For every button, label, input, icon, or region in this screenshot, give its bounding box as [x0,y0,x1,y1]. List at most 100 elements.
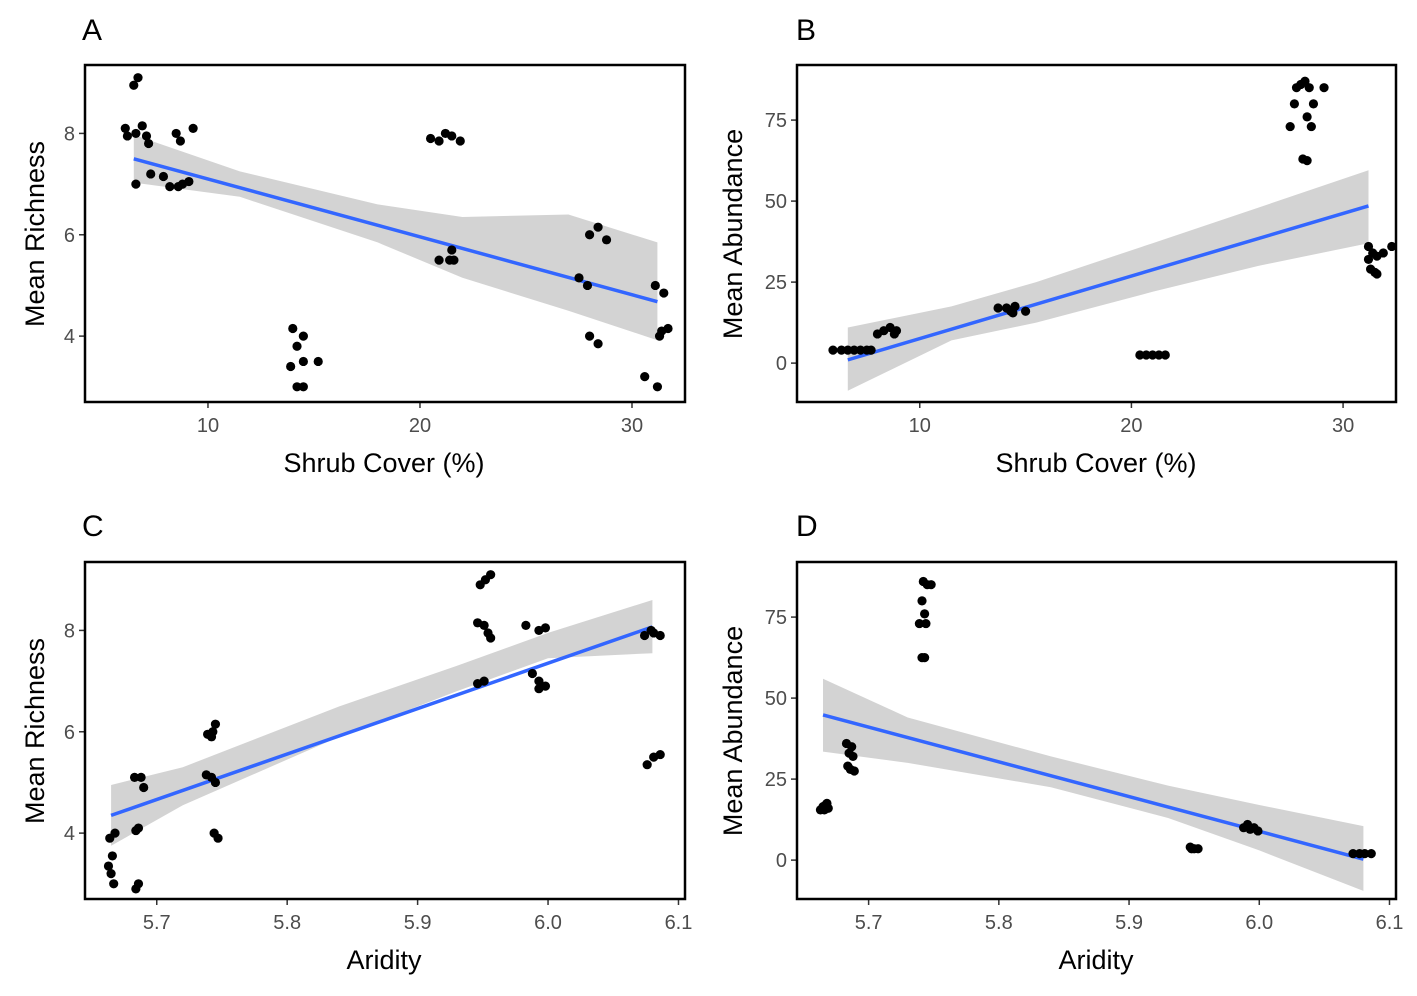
panel-a-data-point [434,255,444,265]
panel-b-data-point [836,345,847,355]
panel-a-regression-line [133,157,658,304]
panel-a-x-tick-label: 10 [197,415,219,437]
panel-c-data-point [139,782,149,793]
panel-b-data-point [828,345,838,355]
panel-c-y-tick-label: 8 [64,620,75,642]
panel-a-data-point [292,341,302,351]
panel-d: D 5.7 5.8 5.9 6.0 6.1 0 25 50 75 Aridity Mean Ab… [718,510,1403,975]
panel-b-data-point [855,345,866,355]
panel-a-data-point [131,179,141,189]
panel-b-data-point [1363,254,1374,265]
panel-a-letter: A [82,14,102,47]
panel-b-data-point [1304,83,1314,93]
panel-c-data-point [534,676,544,686]
panel-c-data-point [133,823,144,833]
panel-a-data-point [313,356,323,367]
panel-a-y-tick-label: 8 [64,123,75,145]
panel-a-data-point [144,138,154,149]
panel-c: C 5.7 5.8 5.9 6.0 6.1 4 6 8 Aridity Mean Richne… [20,510,692,975]
panel-d-data-point [1348,849,1358,859]
panel-b-data-point [1372,269,1382,279]
panel-a-data-point [593,222,603,232]
panel-c-data-point [136,772,146,782]
panel-c-data-point [642,760,652,770]
panel-a-data-point [652,382,663,392]
panel-a-data-point [120,123,130,133]
panel-a-data-point [447,131,457,141]
panel-a-plot-area: 10 20 30 4 6 8 [64,63,687,437]
panel-a-data-point [574,273,584,283]
panel-d-confidence-band [823,678,1364,891]
panel-b-data-point [849,345,859,355]
panel-c-data-point [527,668,537,679]
panel-d-x-tick-label: 5.9 [1115,912,1143,934]
panel-b-y-tick-label: 0 [776,353,787,375]
panel-b-data-point [1387,241,1397,252]
panel-a-data-point [137,121,147,131]
panel-b-data-point [1285,121,1295,132]
panel-a-data-point [584,331,595,341]
panel-a-frame [83,63,687,404]
panel-b-letter: B [796,14,816,47]
panel-d-data-point [917,596,927,606]
panel-b-data-point [889,329,899,339]
panel-a: A 10 20 30 4 6 8 Shrub Cover (%) Mean Richnes… [20,14,687,478]
panel-d-data-point [1186,844,1197,854]
panel-b-x-tick-label: 10 [909,415,931,437]
panel-a-data-point [131,128,141,139]
panel-c-data-point [210,777,221,788]
panel-a-data-point [447,245,457,255]
panel-c-frame [83,560,687,901]
panel-d-y-axis-title: Mean Abundance [718,626,748,836]
panel-a-data-point [593,339,603,349]
panel-b-y-axis-title: Mean Abundance [718,129,748,339]
panel-b-data-point [1308,99,1319,109]
panel-b-y-tick-label: 25 [765,272,787,294]
panel-c-data-point [110,828,120,838]
panel-b-data-point [1147,350,1158,360]
panel-a-data-point [650,280,660,291]
panel-a-data-point [601,235,612,245]
panel-c-data-point [655,749,665,760]
panel-a-data-point [133,73,143,83]
panel-a-data-point [582,280,593,291]
panel-d-data-point [822,798,832,809]
panel-a-data-point [455,136,465,146]
panel-a-data-point [286,361,296,372]
panel-c-data-point [106,869,116,879]
panel-c-plot-area: 5.7 5.8 5.9 6.0 6.1 4 6 8 [64,560,692,934]
panel-a-y-tick-label: 6 [64,225,75,247]
panel-c-data-point [534,684,544,694]
panel-d-regression-line [822,713,1364,861]
panel-d-data-point [921,618,931,629]
panel-c-x-tick-label: 5.9 [404,912,432,934]
panel-a-data-point [129,80,139,90]
panel-c-data-point [213,833,223,843]
panel-b-frame [795,63,1398,404]
panel-a-data-point [141,131,152,141]
panel-a-data-point [184,176,194,187]
panel-a-y-tick-label: 4 [64,326,75,348]
panel-c-data-point [109,879,119,889]
panel-b-regression-line [847,204,1369,362]
panel-b-data-point [1020,306,1031,316]
panel-a-data-point [298,382,308,392]
panel-a-data-point [171,128,181,139]
panel-c-data-point [133,879,144,889]
panel-c-regression-line [110,625,653,818]
panel-a-x-axis-title: Shrub Cover (%) [283,448,484,478]
panel-d-y-tick-label: 0 [776,850,787,872]
panel-d-y-tick-label: 50 [765,688,787,710]
panel-d-data-point [1253,826,1263,836]
panel-d-data-point [847,742,857,752]
panel-b-confidence-band [847,170,1369,391]
panel-c-y-axis-title: Mean Richness [20,638,50,824]
panel-a-data-point [122,131,133,141]
panel-d-plot-area: 5.7 5.8 5.9 6.0 6.1 0 25 50 75 [765,560,1403,934]
panel-d-y-tick-label: 25 [765,769,787,791]
panel-d-data-point [849,766,859,776]
panel-a-data-point [146,169,156,179]
panel-d-x-tick-label: 5.7 [855,912,883,934]
panel-a-x-tick-label: 30 [621,415,643,437]
